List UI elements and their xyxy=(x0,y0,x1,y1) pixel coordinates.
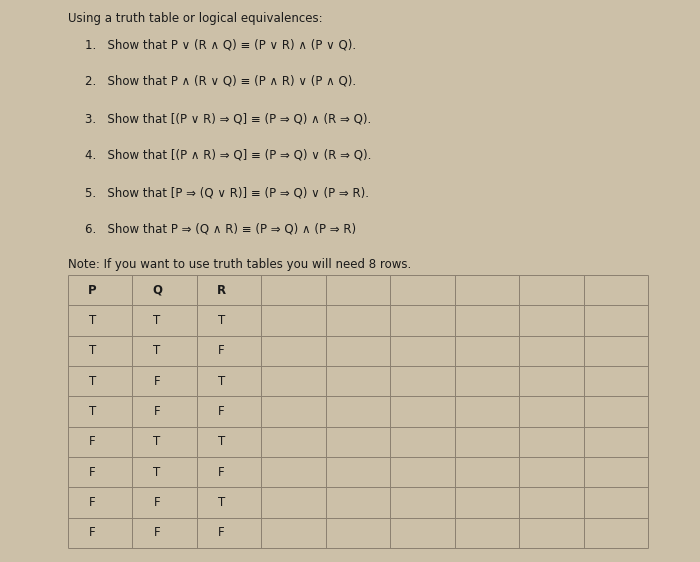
Text: R: R xyxy=(217,284,226,297)
Text: 3.   Show that [(P ∨ R) ⇒ Q] ≡ (P ⇒ Q) ∧ (R ⇒ Q).: 3. Show that [(P ∨ R) ⇒ Q] ≡ (P ⇒ Q) ∧ (… xyxy=(85,112,371,125)
Text: T: T xyxy=(153,436,160,448)
Text: Using a truth table or logical equivalences:: Using a truth table or logical equivalen… xyxy=(68,12,323,25)
Text: Q: Q xyxy=(152,284,162,297)
Text: T: T xyxy=(218,496,225,509)
Text: F: F xyxy=(153,405,160,418)
Text: F: F xyxy=(89,436,96,448)
Text: F: F xyxy=(89,496,96,509)
Text: F: F xyxy=(218,405,225,418)
Text: 2.   Show that P ∧ (R ∨ Q) ≡ (P ∧ R) ∨ (P ∧ Q).: 2. Show that P ∧ (R ∨ Q) ≡ (P ∧ R) ∨ (P … xyxy=(85,75,356,88)
Text: 5.   Show that [P ⇒ (Q ∨ R)] ≡ (P ⇒ Q) ∨ (P ⇒ R).: 5. Show that [P ⇒ (Q ∨ R)] ≡ (P ⇒ Q) ∨ (… xyxy=(85,186,369,199)
Text: F: F xyxy=(89,466,96,479)
Text: F: F xyxy=(153,527,160,540)
Text: T: T xyxy=(218,436,225,448)
Text: T: T xyxy=(153,314,160,327)
Text: Note: If you want to use truth tables you will need 8 rows.: Note: If you want to use truth tables yo… xyxy=(68,258,412,271)
Text: T: T xyxy=(89,405,96,418)
Text: F: F xyxy=(153,375,160,388)
Text: F: F xyxy=(89,527,96,540)
Text: T: T xyxy=(89,345,96,357)
Text: T: T xyxy=(153,345,160,357)
Text: T: T xyxy=(218,314,225,327)
Text: F: F xyxy=(218,527,225,540)
Text: T: T xyxy=(153,466,160,479)
Text: 6.   Show that P ⇒ (Q ∧ R) ≡ (P ⇒ Q) ∧ (P ⇒ R): 6. Show that P ⇒ (Q ∧ R) ≡ (P ⇒ Q) ∧ (P … xyxy=(85,223,356,236)
Text: 4.   Show that [(P ∧ R) ⇒ Q] ≡ (P ⇒ Q) ∨ (R ⇒ Q).: 4. Show that [(P ∧ R) ⇒ Q] ≡ (P ⇒ Q) ∨ (… xyxy=(85,149,372,162)
Text: P: P xyxy=(88,284,97,297)
Text: F: F xyxy=(218,466,225,479)
Text: F: F xyxy=(218,345,225,357)
Text: T: T xyxy=(89,314,96,327)
Text: F: F xyxy=(153,496,160,509)
Text: T: T xyxy=(218,375,225,388)
Text: T: T xyxy=(89,375,96,388)
Text: 1.   Show that P ∨ (R ∧ Q) ≡ (P ∨ R) ∧ (P ∨ Q).: 1. Show that P ∨ (R ∧ Q) ≡ (P ∨ R) ∧ (P … xyxy=(85,38,356,51)
